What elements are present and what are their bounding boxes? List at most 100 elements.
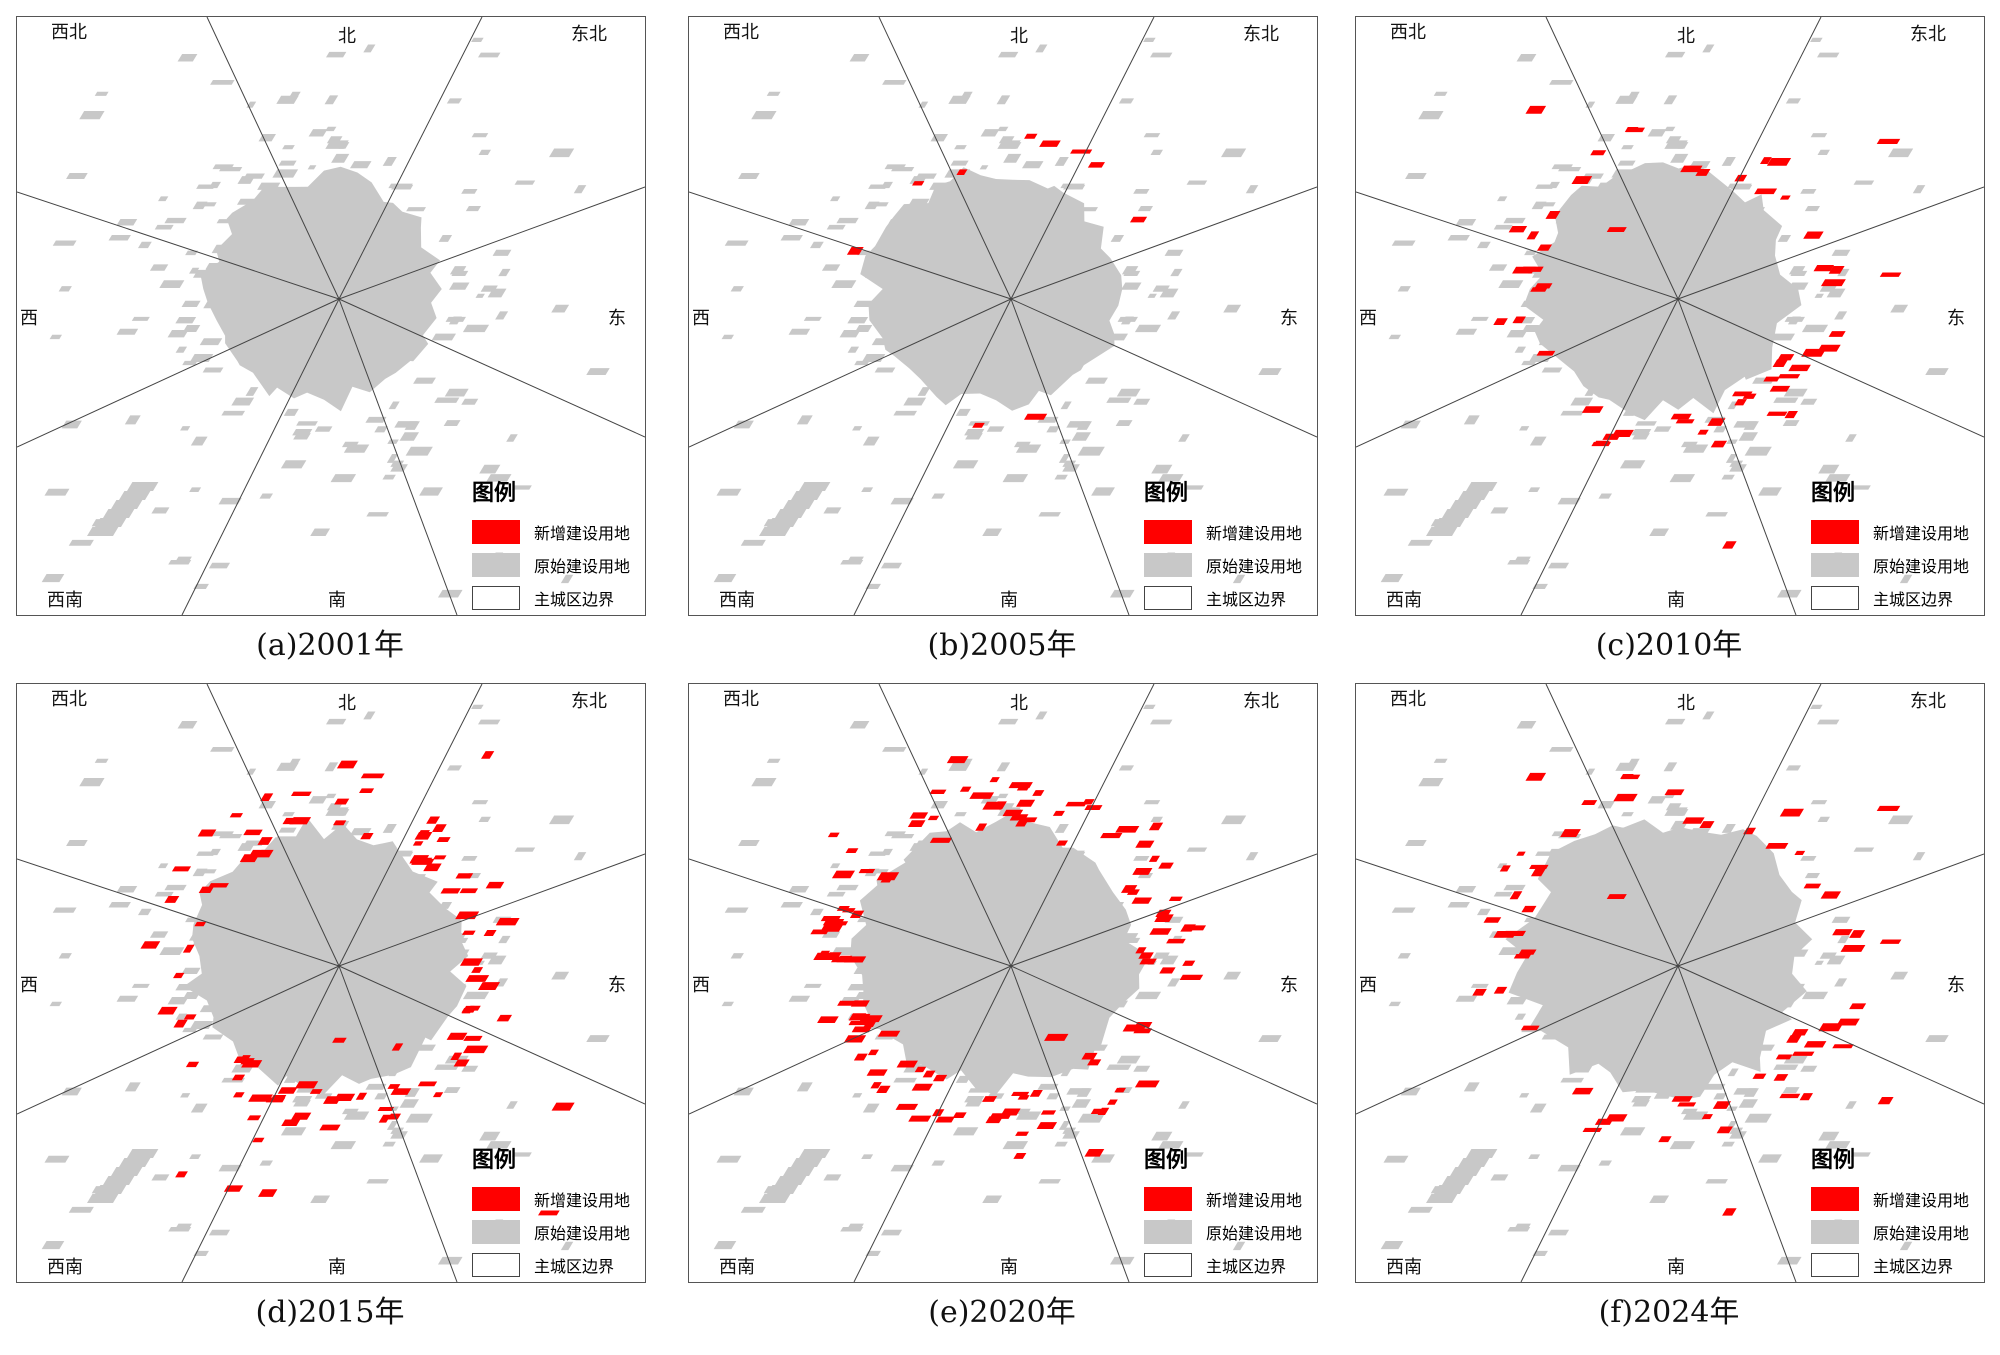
scattered-built-up-patches [41, 704, 610, 1265]
legend-item: 原始建设用地 [1144, 548, 1314, 581]
legend-swatch [1144, 552, 1192, 577]
panel-caption: (d)2015年 [255, 1295, 405, 1330]
legend-label: 新增建设用地 [1206, 523, 1303, 543]
legend-label: 新增建设用地 [1873, 523, 1970, 543]
sector-boundaries [17, 684, 645, 1282]
legend-swatch [1811, 585, 1859, 610]
direction-label-s: 南 [1000, 1257, 1018, 1278]
legend-label: 主城区边界 [534, 1256, 615, 1276]
legend-label: 原始建设用地 [534, 556, 631, 576]
sector-boundaries [1356, 17, 1984, 615]
legend-swatch [472, 519, 520, 544]
direction-label-e: 东 [1947, 975, 1965, 996]
direction-label-w: 西 [20, 975, 38, 996]
direction-label-s: 南 [1000, 590, 1018, 611]
direction-label-e: 东 [608, 975, 626, 996]
legend-item: 新增建设用地 [1811, 515, 1981, 548]
direction-label-e: 东 [1280, 308, 1298, 329]
urban-expansion-map: 西北 北 东北西 东西南 南 图例 新增建设用地 原始建设用地 主城区边界 [688, 16, 1318, 616]
direction-label-s: 南 [328, 590, 346, 611]
direction-label-w: 西 [1359, 308, 1377, 329]
legend-label: 主城区边界 [1206, 1256, 1287, 1276]
new-built-up-patches [846, 133, 1148, 428]
legend-item: 新增建设用地 [1144, 515, 1314, 548]
legend-item: 新增建设用地 [472, 1182, 642, 1215]
scattered-built-up-patches [713, 704, 1282, 1265]
sector-boundaries [689, 17, 1317, 615]
direction-label-nw: 西北 [723, 689, 759, 710]
legend: 图例 新增建设用地 原始建设用地 主城区边界 [472, 1142, 642, 1281]
legend-title: 图例 [1811, 480, 1856, 506]
direction-label-nw: 西北 [1390, 22, 1426, 43]
legend-item: 主城区边界 [1811, 581, 1981, 614]
legend-swatch [472, 585, 520, 610]
scattered-built-up-patches [41, 37, 610, 598]
legend-label: 原始建设用地 [534, 1223, 631, 1243]
legend-swatch [472, 1252, 520, 1277]
direction-label-ne: 东北 [1243, 24, 1279, 45]
original-built-up-area [200, 166, 442, 412]
direction-label-sw: 西南 [1386, 590, 1422, 611]
legend-swatch [1144, 1219, 1192, 1244]
legend-label: 新增建设用地 [534, 1190, 631, 1210]
legend-swatch [472, 1186, 520, 1211]
legend-item: 主城区边界 [472, 581, 642, 614]
legend-item: 新增建设用地 [1144, 1182, 1314, 1215]
legend-label: 主城区边界 [534, 589, 615, 609]
direction-label-sw: 西南 [47, 1257, 83, 1278]
legend-label: 原始建设用地 [1206, 1223, 1303, 1243]
legend-swatch [1144, 1252, 1192, 1277]
urban-expansion-map: 西北 北 东北西 东西南 南 图例 新增建设用地 原始建设用地 主城区边界 [16, 16, 646, 616]
direction-label-ne: 东北 [1910, 691, 1946, 712]
direction-label-e: 东 [608, 308, 626, 329]
direction-label-sw: 西南 [719, 1257, 755, 1278]
scattered-built-up-patches [713, 37, 1282, 598]
legend-label: 主城区边界 [1873, 589, 1954, 609]
legend-item: 新增建设用地 [1811, 1182, 1981, 1215]
legend-swatch [1811, 552, 1859, 577]
direction-label-w: 西 [692, 975, 710, 996]
direction-label-n: 北 [338, 693, 356, 714]
urban-expansion-map: 西北 北 东北西 东西南 南 图例 新增建设用地 原始建设用地 主城区边界 [16, 683, 646, 1283]
legend-title: 图例 [472, 1147, 517, 1173]
legend-item: 原始建设用地 [1811, 1215, 1981, 1248]
direction-label-ne: 东北 [1910, 24, 1946, 45]
legend-item: 主城区边界 [1811, 1248, 1981, 1281]
legend-swatch [1811, 519, 1859, 544]
new-built-up-patches [1472, 772, 1902, 1216]
legend: 图例 新增建设用地原始建设用地主城区边界 [1811, 1142, 1981, 1281]
direction-label-ne: 东北 [571, 691, 607, 712]
legend-item: 原始建设用地 [472, 548, 642, 581]
direction-label-n: 北 [338, 26, 356, 47]
legend-label: 原始建设用地 [1206, 556, 1303, 576]
legend-label: 新增建设用地 [534, 523, 631, 543]
direction-label-w: 西 [20, 308, 38, 329]
direction-label-nw: 西北 [1390, 689, 1426, 710]
direction-label-s: 南 [328, 1257, 346, 1278]
legend-title: 图例 [1811, 1147, 1856, 1173]
scattered-built-up-patches [1380, 704, 1949, 1265]
panel-caption: (f)2024年 [1598, 1295, 1740, 1330]
legend-item: 原始建设用地 [1144, 1215, 1314, 1248]
original-built-up-area [1523, 162, 1802, 421]
legend-label: 主城区边界 [1873, 1256, 1954, 1276]
legend: 图例 新增建设用地 原始建设用地 主城区边界 [1144, 1142, 1314, 1281]
direction-label-s: 南 [1667, 590, 1685, 611]
legend-swatch [1144, 519, 1192, 544]
legend-swatch [1811, 1252, 1859, 1277]
legend-label: 新增建设用地 [1206, 1190, 1303, 1210]
direction-label-nw: 西北 [51, 689, 87, 710]
legend-swatch [472, 552, 520, 577]
legend-label: 新增建设用地 [1873, 1190, 1970, 1210]
new-built-up-patches [810, 756, 1207, 1159]
legend-item: 原始建设用地 [472, 1215, 642, 1248]
direction-label-w: 西 [692, 308, 710, 329]
direction-label-e: 东 [1280, 975, 1298, 996]
urban-expansion-map: 西北 北 东北西 东西南 南 图例 新增建设用地 原始建设用地 主城区边界 [1355, 683, 1985, 1283]
new-built-up-patches [140, 751, 575, 1216]
direction-label-n: 北 [1010, 26, 1028, 47]
direction-label-nw: 西北 [723, 22, 759, 43]
legend-swatch [472, 1219, 520, 1244]
legend: 图例 新增建设用地 原始建设用地 主城区边界 [1144, 475, 1314, 614]
panel-caption: (e)2020年 [928, 1295, 1076, 1330]
